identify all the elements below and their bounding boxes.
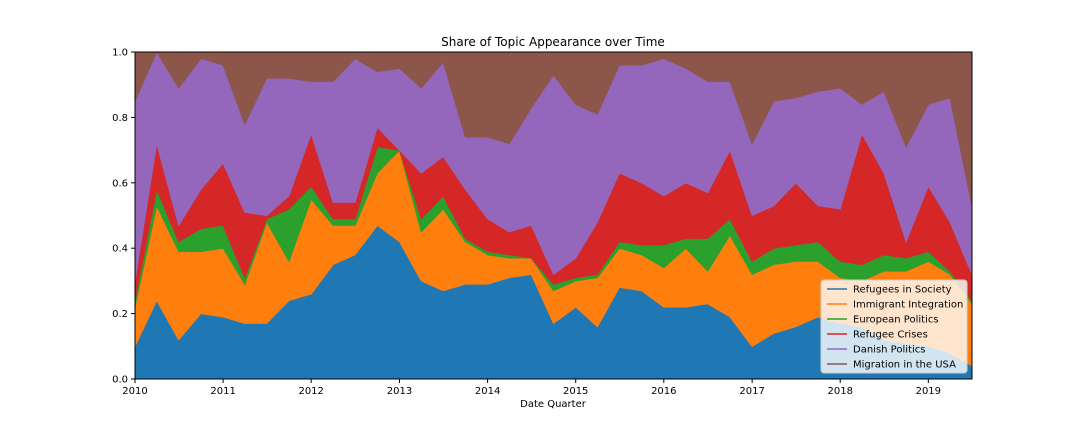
x-tick-label: 2012 (298, 386, 323, 397)
x-tick-label: 2019 (916, 386, 941, 397)
x-tick-label: 2017 (739, 386, 764, 397)
y-tick-label: 0.6 (112, 178, 128, 189)
y-tick-label: 1.0 (112, 48, 128, 59)
x-axis-title: Date Quarter (520, 399, 587, 410)
plot-frame (134, 51, 973, 380)
legend-label-european-politics: European Politics (853, 315, 939, 326)
x-tick-label: 2010 (122, 386, 147, 397)
legend-label-refugees-in-society: Refugees in Society (853, 285, 952, 296)
legend: Refugees in Society Immigrant Integration… (820, 279, 968, 374)
y-tick-label: 0.8 (112, 113, 128, 124)
y-tick-label: 0.0 (112, 375, 128, 386)
y-tick-label: 0.4 (112, 244, 128, 255)
legend-label-refugee-crises: Refugee Crises (853, 330, 928, 341)
x-tick-label: 2014 (475, 386, 500, 397)
area-layer (134, 50, 973, 380)
y-tick-label: 0.2 (112, 309, 128, 320)
x-tick-label: 2013 (387, 386, 412, 397)
legend-label-danish-politics: Danish Politics (853, 345, 925, 356)
x-tick-label: 2011 (210, 386, 235, 397)
legend-box (820, 279, 968, 374)
legend-label-migration-in-the-usa: Migration in the USA (853, 360, 956, 371)
x-tick-label: 2016 (651, 386, 676, 397)
legend-label-immigrant-integration: Immigrant Integration (853, 300, 963, 311)
x-tick-label: 2018 (827, 386, 852, 397)
axes: 0.0 0.2 0.4 0.6 0.8 1.0 2010 2011 2012 2013 2014 20… (112, 48, 973, 397)
x-tick-label: 2015 (563, 386, 588, 397)
chart-title: Share of Topic Appearance over Time (441, 35, 665, 49)
